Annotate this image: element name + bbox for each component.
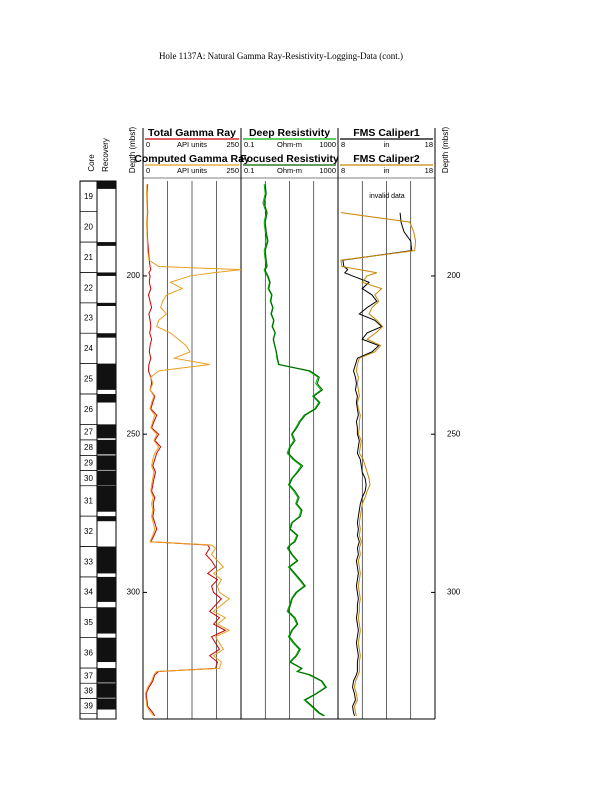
recovery-bar [97, 455, 116, 470]
core-number: 36 [84, 648, 93, 657]
core-number: 25 [84, 374, 93, 383]
core-number: 37 [84, 671, 93, 680]
recovery-bar [97, 242, 116, 246]
core-number: 34 [84, 588, 93, 597]
core-number: 33 [84, 557, 93, 566]
scale-min: 0.1 [244, 140, 254, 149]
core-number: 21 [84, 253, 93, 262]
scale-max: 1000 [319, 166, 336, 175]
log-curve [262, 184, 327, 717]
recovery-bar [97, 272, 116, 276]
core-number: 39 [84, 702, 93, 711]
curve-name: FMS Caliper1 [353, 127, 420, 139]
chart-title: Hole 1137A: Natural Gamma Ray-Resistivit… [159, 51, 403, 61]
scale-units: in [384, 166, 390, 175]
depth-tick-label: 250 [127, 429, 141, 438]
recovery-bar [97, 181, 116, 189]
core-number: 24 [84, 344, 93, 353]
core-number: 35 [84, 618, 93, 627]
recovery-bar [97, 485, 116, 512]
scale-min: 0 [146, 140, 150, 149]
log-curve [340, 212, 417, 716]
recovery-bar [97, 607, 116, 634]
recovery-bar [97, 698, 116, 710]
scale-units: Ohm-m [277, 140, 302, 149]
scale-units: Ohm-m [277, 166, 302, 175]
scale-max: 18 [425, 140, 433, 149]
core-number: 23 [84, 314, 93, 323]
scale-min: 0.1 [244, 166, 254, 175]
curve-name: Deep Resistivity [249, 127, 330, 139]
scale-units: in [384, 140, 390, 149]
recovery-label: Recovery [101, 138, 110, 172]
recovery-bar [97, 333, 116, 338]
recovery-bar [97, 668, 116, 683]
depth-label: Depth (mbsf) [128, 127, 137, 174]
annotation: invalid data [369, 193, 405, 200]
recovery-bar [97, 546, 116, 574]
scale-max: 1000 [319, 140, 336, 149]
core-number: 22 [84, 283, 93, 292]
depth-tick-label: 200 [127, 271, 141, 280]
core-number: 19 [84, 192, 93, 201]
core-number: 38 [84, 686, 93, 695]
recovery-bar [97, 516, 116, 522]
scale-units: API units [177, 166, 207, 175]
core-number: 31 [84, 497, 93, 506]
core-number: 27 [84, 428, 93, 437]
scale-min: 8 [341, 166, 345, 175]
depth-tick-label: 300 [127, 588, 141, 597]
recovery-bar [97, 470, 116, 486]
recovery-bar [97, 683, 116, 698]
curve-name: Focused Resistivity [240, 153, 339, 165]
depth-tick-label: 250 [447, 429, 461, 438]
scale-min: 0 [146, 166, 150, 175]
depth-label: Depth (mbsf) [441, 127, 450, 174]
recovery-bar [97, 302, 116, 307]
core-number: 26 [84, 405, 93, 414]
core-number: 20 [84, 222, 93, 231]
scale-min: 8 [341, 140, 345, 149]
depth-tick-label: 200 [447, 271, 461, 280]
curve-name: Computed Gamma Ray [134, 153, 250, 165]
log-curve [342, 212, 413, 716]
depth-tick-label: 300 [447, 588, 461, 597]
core-number: 29 [84, 459, 93, 468]
curve-name: FMS Caliper2 [353, 153, 420, 165]
core-label: Core [87, 154, 96, 172]
recovery-bar [97, 363, 116, 390]
core-number: 30 [84, 474, 93, 483]
core-number: 32 [84, 527, 93, 536]
recovery-bar [97, 637, 116, 663]
curve-name: Total Gamma Ray [148, 127, 236, 139]
scale-max: 250 [226, 166, 239, 175]
scale-units: API units [177, 140, 207, 149]
scale-max: 250 [226, 140, 239, 149]
log-curve [263, 184, 328, 717]
recovery-bar [97, 439, 116, 455]
log-curve [145, 184, 227, 717]
recovery-bar [97, 576, 116, 602]
core-number: 28 [84, 443, 93, 452]
recovery-bar [97, 424, 116, 439]
scale-max: 18 [425, 166, 433, 175]
recovery-bar [97, 393, 116, 403]
log-curve [144, 184, 242, 717]
